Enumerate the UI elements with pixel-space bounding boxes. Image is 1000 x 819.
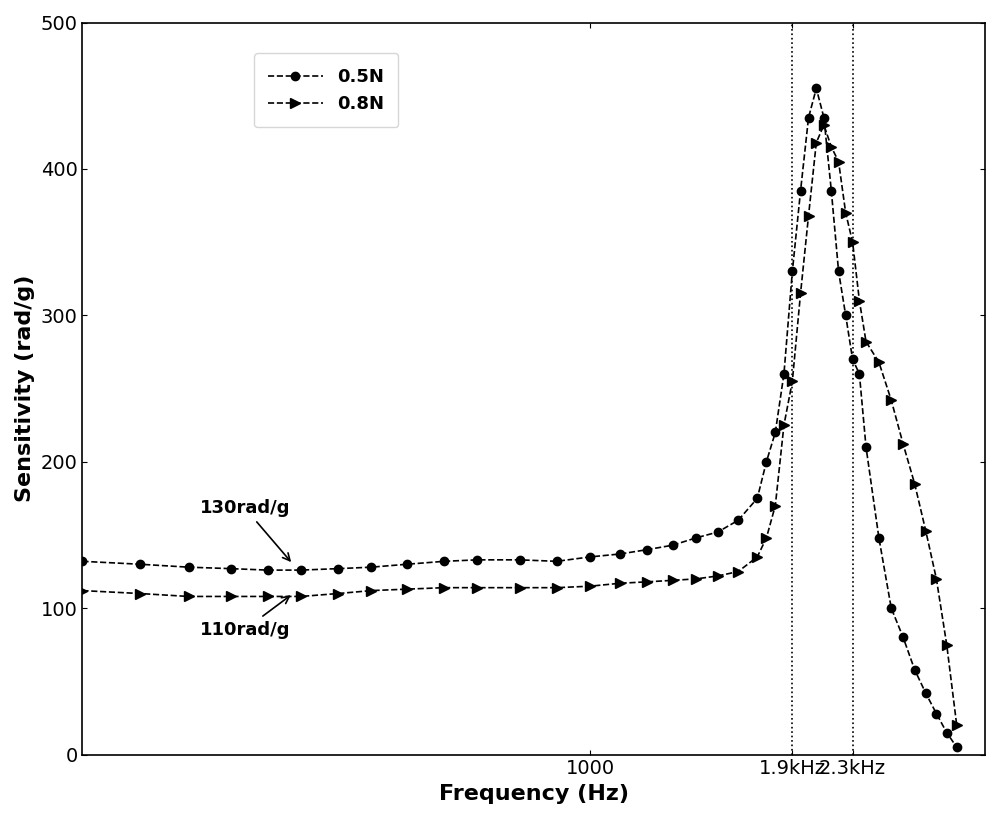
0.8N	[810, 138, 822, 147]
0.5N	[295, 565, 307, 575]
0.5N	[769, 428, 781, 437]
0.8N	[332, 589, 344, 599]
0.8N	[584, 581, 596, 591]
0.5N	[76, 556, 88, 566]
0.5N	[690, 533, 702, 543]
0.8N	[751, 552, 763, 562]
0.5N	[667, 541, 679, 550]
0.5N	[847, 355, 859, 364]
0.8N	[365, 586, 377, 595]
0.8N	[803, 210, 815, 220]
0.5N	[584, 552, 596, 562]
0.8N	[76, 586, 88, 595]
Text: 130rad/g: 130rad/g	[200, 499, 290, 561]
0.5N	[751, 493, 763, 503]
0.5N	[885, 604, 897, 613]
0.5N	[332, 563, 344, 573]
0.8N	[514, 583, 526, 593]
0.5N	[438, 556, 450, 566]
0.5N	[833, 266, 845, 276]
0.5N	[803, 113, 815, 123]
0.8N	[941, 640, 953, 649]
0.8N	[262, 591, 274, 601]
0.8N	[401, 584, 413, 594]
0.5N	[941, 728, 953, 738]
0.5N	[930, 708, 942, 718]
0.8N	[951, 721, 963, 731]
0.5N	[183, 563, 195, 572]
0.5N	[840, 310, 852, 320]
0.8N	[909, 479, 921, 489]
0.8N	[225, 591, 237, 601]
0.8N	[825, 142, 837, 152]
0.5N	[825, 186, 837, 196]
0.5N	[860, 442, 872, 452]
Line: 0.8N: 0.8N	[78, 120, 962, 731]
0.5N	[951, 742, 963, 752]
0.8N	[840, 208, 852, 218]
0.5N	[786, 266, 798, 276]
0.8N	[818, 120, 830, 130]
0.5N	[795, 186, 807, 196]
0.5N	[471, 555, 483, 565]
0.5N	[551, 556, 563, 566]
0.8N	[860, 337, 872, 346]
0.8N	[760, 533, 772, 543]
0.8N	[778, 420, 790, 430]
0.5N	[365, 563, 377, 572]
0.5N	[760, 457, 772, 467]
0.5N	[853, 369, 865, 379]
0.5N	[810, 84, 822, 93]
0.5N	[641, 545, 653, 554]
0.5N	[873, 533, 885, 543]
0.8N	[667, 576, 679, 586]
0.8N	[551, 583, 563, 593]
0.5N	[262, 565, 274, 575]
0.8N	[885, 396, 897, 405]
0.5N	[401, 559, 413, 569]
0.5N	[920, 688, 932, 698]
0.8N	[438, 583, 450, 593]
0.8N	[847, 238, 859, 247]
0.8N	[897, 439, 909, 449]
0.8N	[295, 591, 307, 601]
0.8N	[134, 589, 146, 599]
0.5N	[514, 555, 526, 565]
Line: 0.5N: 0.5N	[78, 84, 961, 751]
0.5N	[225, 563, 237, 573]
X-axis label: Frequency (Hz): Frequency (Hz)	[439, 784, 629, 804]
0.8N	[183, 591, 195, 601]
0.5N	[909, 665, 921, 675]
0.8N	[853, 296, 865, 305]
Legend: 0.5N, 0.8N: 0.5N, 0.8N	[254, 53, 398, 128]
0.5N	[134, 559, 146, 569]
Text: 110rad/g: 110rad/g	[200, 596, 290, 639]
0.8N	[873, 357, 885, 367]
0.8N	[641, 577, 653, 586]
0.8N	[786, 376, 798, 386]
0.8N	[930, 574, 942, 584]
0.5N	[712, 527, 724, 537]
0.5N	[732, 515, 744, 525]
Y-axis label: Sensitivity (rad/g): Sensitivity (rad/g)	[15, 275, 35, 502]
0.8N	[833, 156, 845, 166]
0.5N	[778, 369, 790, 379]
0.8N	[614, 578, 626, 588]
0.5N	[897, 632, 909, 642]
0.5N	[818, 113, 830, 123]
0.8N	[690, 574, 702, 584]
0.8N	[712, 571, 724, 581]
0.8N	[471, 583, 483, 593]
0.8N	[769, 500, 781, 510]
0.8N	[795, 288, 807, 298]
0.8N	[920, 526, 932, 536]
0.5N	[614, 549, 626, 559]
0.8N	[732, 567, 744, 577]
